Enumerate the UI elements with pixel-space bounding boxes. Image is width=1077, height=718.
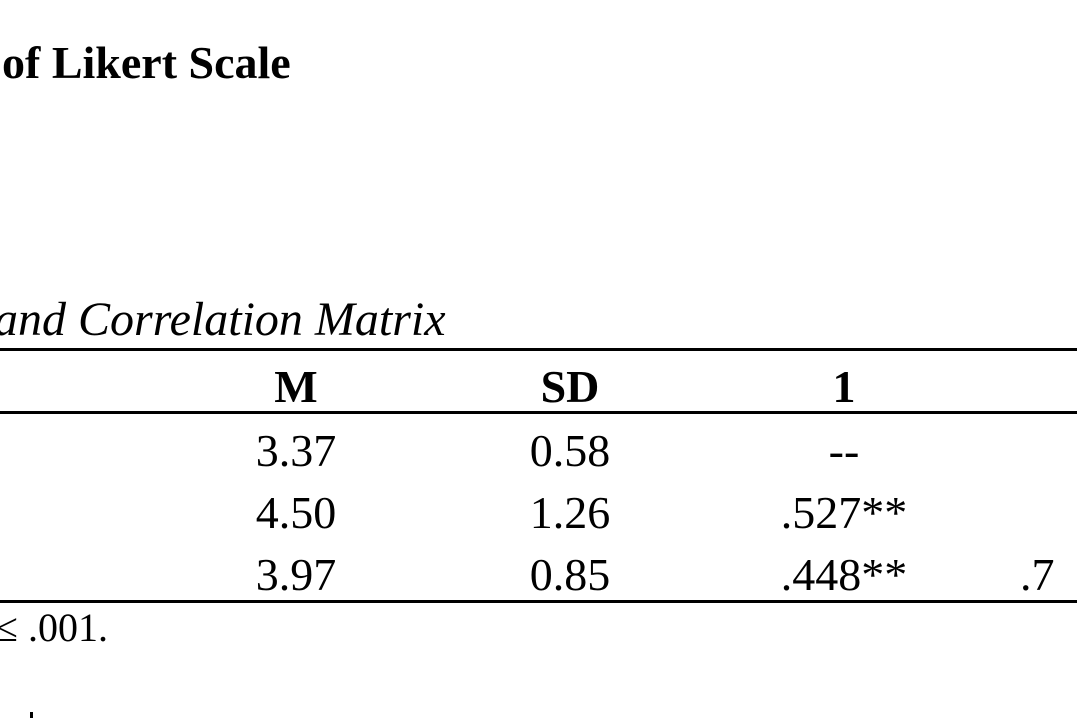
cell-m: 3.97 <box>255 549 337 600</box>
text-fragment-mark <box>30 712 33 718</box>
table-caption: and Correlation Matrix <box>0 293 446 346</box>
cell-1: .448** <box>780 549 908 600</box>
cell-2: .7 <box>1020 549 1055 600</box>
column-header-sd: SD <box>540 361 600 412</box>
cell-1: .527** <box>780 487 908 538</box>
cell-1: -- <box>828 425 860 476</box>
table-bottom-rule <box>0 600 1077 603</box>
cell-m: 3.37 <box>255 425 337 476</box>
cell-sd: 1.26 <box>529 487 611 538</box>
cell-sd: 0.58 <box>529 425 611 476</box>
table-header-rule <box>0 411 1077 414</box>
cell-m: 4.50 <box>255 487 337 538</box>
column-header-m: M <box>274 361 318 412</box>
section-heading: of Likert Scale <box>2 37 291 88</box>
column-header-1: 1 <box>832 361 856 412</box>
table-note: ≤ .001. <box>0 605 108 650</box>
cell-sd: 0.85 <box>529 549 611 600</box>
table-top-rule <box>0 348 1077 351</box>
